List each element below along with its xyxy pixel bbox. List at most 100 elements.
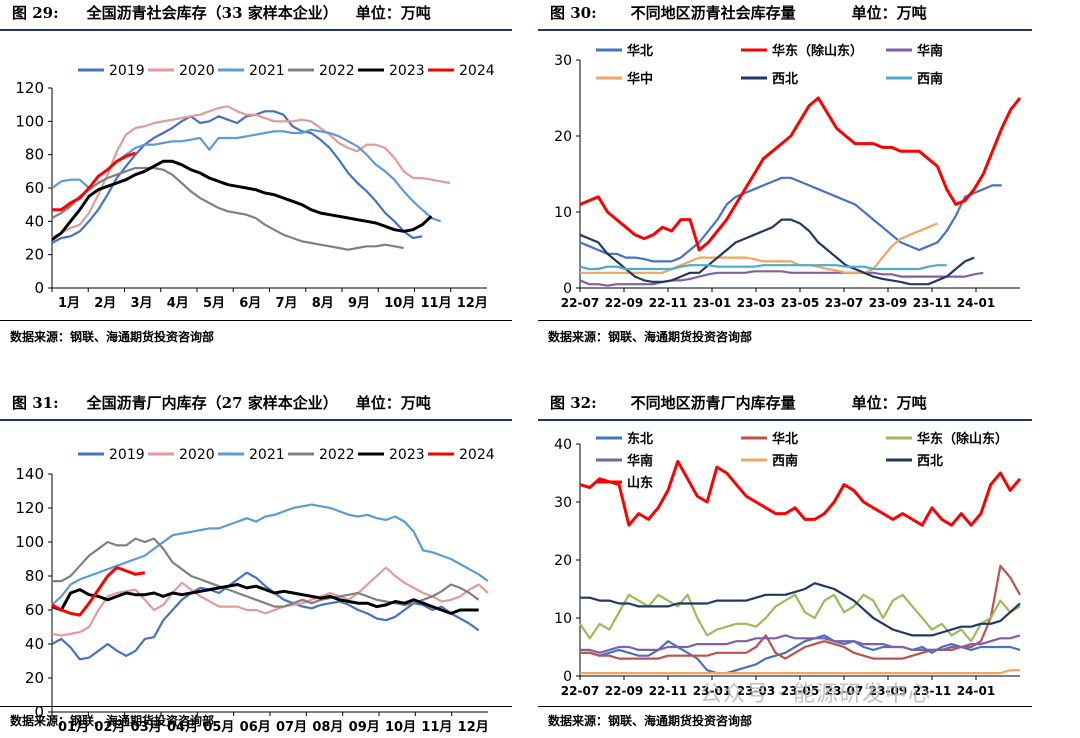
figure-unit: 单位：万吨: [851, 4, 927, 22]
chart-social-inventory-national: 0 20 40 60 80 100 120 1月 2月 3月 4月 5月 6月 7月 8月 9月 10月 11月 1…: [15, 63, 494, 311]
y-tick-label: 0: [34, 279, 44, 297]
series-line-西南: [580, 669, 1020, 675]
x-tick-label: 08月: [312, 720, 343, 735]
x-tick-label: 1月: [58, 296, 80, 311]
x-tick-label: 10月: [384, 296, 415, 311]
chart-factory-inventory-regional: 0 10 20 30 40 22-07 22-09 22-11 23-01 23-03 23-05 2…: [554, 431, 1022, 698]
legend-label: 华南: [917, 43, 943, 59]
legend-label: 2022: [319, 63, 355, 79]
title-rule: [0, 419, 512, 421]
x-tick-label: 23-03: [737, 296, 775, 310]
title-rule: [538, 419, 1032, 421]
figure-number: 图 30:: [550, 4, 597, 22]
panel-title: 图 30: 不同地区沥青社会库存量 单位：万吨: [538, 0, 927, 26]
series-line-华东（除山东）: [579, 96, 1022, 252]
data-source: 数据来源：钢联、海通期货投资咨询部: [10, 330, 215, 344]
legend-label: 华东（除山东）: [772, 43, 863, 59]
series-line-西南: [579, 264, 947, 271]
series-line-2023: [51, 583, 479, 615]
figure-name: 不同地区沥青厂内库存量: [630, 394, 796, 412]
figure-unit: 单位：万吨: [355, 4, 431, 22]
source-rule: [0, 706, 512, 707]
legend-label: 2023: [389, 63, 425, 79]
y-tick-label: 10: [554, 611, 572, 627]
series-line-2024: [51, 566, 146, 617]
x-tick-label: 23-09: [869, 296, 907, 310]
y-tick-label: 20: [554, 553, 572, 569]
x-tick-label: 23-07: [825, 684, 863, 698]
y-tick-label: 80: [25, 567, 44, 585]
y-tick-label: 40: [25, 635, 44, 653]
series-line-华中: [580, 222, 938, 274]
data-source: 数据来源：钢联、海通期货投资咨询部: [548, 714, 753, 728]
x-tick-label: 01月: [58, 720, 89, 735]
x-tick-label: 3月: [131, 296, 153, 311]
x-tick-label: 22-11: [649, 684, 687, 698]
y-tick-label: 40: [554, 437, 572, 453]
series-line-2021: [51, 128, 442, 223]
x-tick-label: 05月: [203, 720, 234, 735]
series-line-2024: [52, 151, 136, 212]
y-tick-label: 120: [15, 499, 44, 517]
panel-fig29: 图 29: 全国沥青社会库存（33 家样本企业） 单位：万吨 0 20 40 60 80 10…: [0, 0, 518, 355]
x-tick-label: 23-01: [693, 296, 731, 310]
legend-label: 西北: [917, 454, 943, 469]
y-tick-label: 80: [25, 146, 44, 164]
legend-label: 山东: [627, 475, 653, 491]
figure-number: 图 32:: [550, 394, 597, 412]
panel-title: 图 32: 不同地区沥青厂内库存量 单位：万吨: [538, 390, 927, 416]
legend-label: 西南: [772, 453, 798, 469]
series-line-2019: [51, 571, 480, 661]
x-tick-label: 5月: [203, 296, 225, 311]
x-tick-label: 23-07: [825, 296, 863, 310]
legend-label: 2021: [249, 63, 285, 79]
figure-name: 不同地区沥青社会库存量: [630, 4, 796, 22]
y-tick-label: 100: [15, 112, 44, 130]
legend-label: 2020: [179, 63, 215, 79]
x-tick-label: 23-01: [693, 684, 731, 698]
figure-unit: 单位：万吨: [851, 394, 927, 412]
y-tick-label: 0: [563, 669, 572, 685]
x-tick-label: 23-11: [913, 684, 951, 698]
x-tick-label: 02月: [94, 720, 125, 735]
legend-label: 2022: [319, 447, 355, 463]
panel-fig30: 图 30: 不同地区沥青社会库存量 单位：万吨 0 10 20 30 22-07 22-09 2…: [538, 0, 1060, 355]
title-rule: [538, 29, 1032, 31]
y-tick-label: 30: [554, 53, 572, 69]
x-tick-label: 9月: [348, 296, 370, 311]
y-tick-label: 60: [25, 179, 44, 197]
x-tick-label: 22-07: [561, 684, 599, 698]
series-line-山东: [579, 459, 1022, 527]
x-tick-label: 23-11: [913, 296, 951, 310]
series-line-2020: [51, 566, 489, 637]
series-line-西北: [580, 582, 1021, 637]
series-line-华东（除山东）: [579, 593, 1021, 643]
figure-number: 图 29:: [12, 4, 59, 22]
legend-label: 2019: [109, 447, 145, 463]
source-rule: [538, 320, 1032, 321]
legend-label: 西北: [772, 72, 798, 87]
y-tick-label: 20: [25, 669, 44, 687]
y-tick-label: 0: [563, 281, 572, 297]
figure-name: 全国沥青社会库存（33 家样本企业）: [86, 4, 338, 22]
x-tick-label: 22-09: [605, 296, 643, 310]
legend-label: 2023: [389, 447, 425, 463]
panel-title: 图 29: 全国沥青社会库存（33 家样本企业） 单位：万吨: [0, 0, 431, 26]
figure-number: 图 31:: [12, 394, 59, 412]
x-tick-label: 23-03: [737, 684, 775, 698]
x-tick-label: 06月: [240, 720, 271, 735]
watermark-text: 公众号 · 能源研发中心: [700, 682, 931, 707]
x-tick-label: 11月: [421, 720, 452, 735]
legend-label: 2021: [249, 447, 285, 463]
source-rule: [0, 320, 512, 321]
legend-label: 西南: [917, 71, 943, 87]
x-tick-label: 24-01: [957, 296, 995, 310]
panel-title: 图 31: 全国沥青厂内库存（27 家样本企业） 单位：万吨: [0, 390, 431, 416]
series-line-西北: [579, 218, 975, 286]
y-tick-label: 100: [15, 533, 44, 551]
x-tick-label: 22-09: [605, 684, 643, 698]
chart-social-inventory-regional: 0 10 20 30 22-07 22-09 22-11 23-01 23-03 23-05 23-…: [554, 43, 1022, 310]
y-tick-label: 20: [554, 129, 572, 145]
series-line-华北: [580, 564, 1021, 660]
x-tick-label: 7月: [276, 296, 298, 311]
